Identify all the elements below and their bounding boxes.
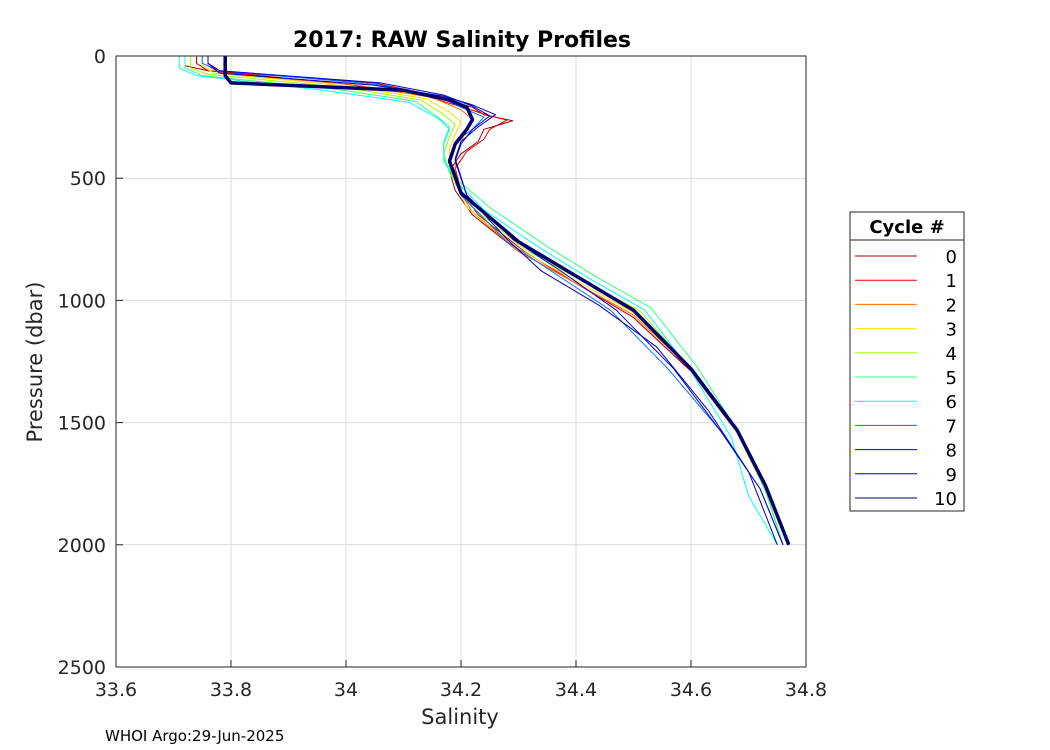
x-tick-label: 33.8 [210, 679, 252, 701]
legend-label-cycle-9: 9 [946, 465, 957, 486]
plot-area [115, 55, 807, 668]
x-tick-label: 34.8 [785, 679, 827, 701]
y-axis-label: Pressure (dbar) [23, 282, 47, 443]
legend-label-cycle-2: 2 [946, 295, 957, 316]
legend-title: Cycle # [869, 217, 944, 238]
footer-credit: WHOI Argo:29-Jun-2025 [105, 727, 284, 745]
series-group [178, 56, 791, 546]
legend-label-cycle-3: 3 [946, 320, 957, 341]
legend-box [849, 211, 965, 512]
legend-label-cycle-4: 4 [946, 344, 957, 365]
y-axis-ticks: 0 500 1000 1500 2000 2500 [58, 46, 123, 679]
y-tick-label: 1000 [58, 290, 106, 312]
grid-lines [115, 55, 807, 668]
series-line-cycle-6 [178, 56, 778, 546]
x-tick-label: 34.2 [440, 679, 482, 701]
x-axis-label: Salinity [421, 705, 499, 729]
legend-label-cycle-10: 10 [934, 489, 957, 510]
y-tick-label: 2500 [58, 657, 106, 679]
x-tick-label: 34.6 [670, 679, 712, 701]
legend-items: 0 1 2 3 4 5 6 7 8 9 10 [855, 247, 957, 510]
y-tick-label: 1500 [58, 413, 106, 435]
x-axis-ticks: 33.6 33.8 34 34.2 34.4 34.6 34.8 [95, 660, 827, 701]
legend-label-cycle-6: 6 [946, 392, 957, 413]
legend-label-cycle-0: 0 [946, 247, 957, 268]
x-tick-label: 34.4 [555, 679, 597, 701]
series-line-cycle-8 [207, 56, 784, 545]
x-tick-label: 33.6 [95, 679, 137, 701]
legend-label-cycle-8: 8 [946, 441, 957, 462]
legend: Cycle # 0 1 2 3 4 5 6 7 8 9 10 [849, 211, 965, 512]
series-line-cycle-10 [223, 56, 791, 546]
y-tick-label: 500 [70, 168, 106, 190]
y-tick-label: 2000 [58, 535, 106, 557]
legend-label-cycle-7: 7 [946, 416, 957, 437]
series-line-cycle-9 [207, 56, 778, 545]
legend-label-cycle-5: 5 [946, 368, 957, 389]
legend-label-cycle-1: 1 [946, 271, 957, 292]
chart-title: 2017: RAW Salinity Profiles [293, 28, 631, 53]
y-tick-label: 0 [94, 46, 106, 68]
x-tick-label: 34 [334, 679, 358, 701]
